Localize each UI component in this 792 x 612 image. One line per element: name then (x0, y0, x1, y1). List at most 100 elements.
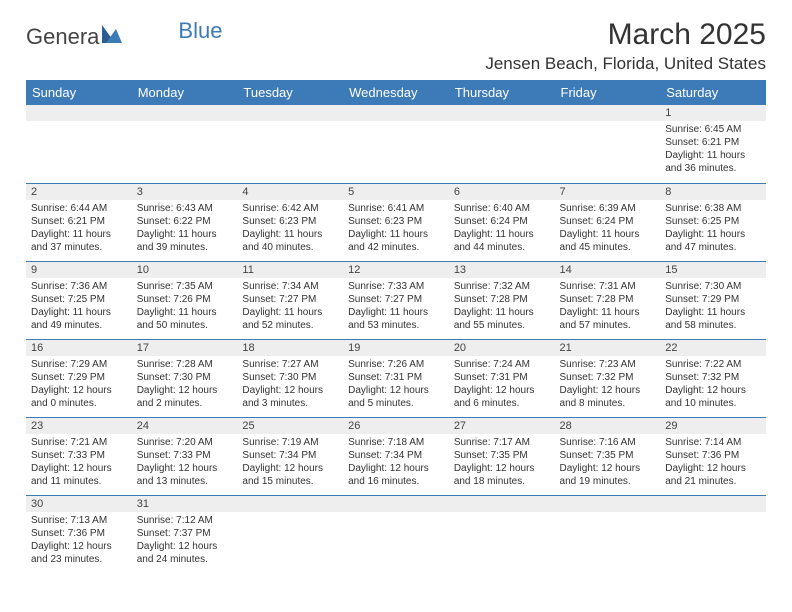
calendar-day-cell (555, 105, 661, 183)
daylight-text: Daylight: 12 hours and 5 minutes. (348, 384, 444, 410)
calendar-week-row: 16Sunrise: 7:29 AMSunset: 7:29 PMDayligh… (26, 339, 766, 417)
day-number: 26 (343, 418, 449, 434)
sunset-text: Sunset: 7:30 PM (242, 371, 338, 384)
calendar-week-row: 9Sunrise: 7:36 AMSunset: 7:25 PMDaylight… (26, 261, 766, 339)
weekday-header: Sunday (26, 80, 132, 105)
sunset-text: Sunset: 7:33 PM (31, 449, 127, 462)
page-header: GeneraBlue March 2025 Jensen Beach, Flor… (26, 18, 766, 74)
day-details: Sunrise: 7:31 AMSunset: 7:28 PMDaylight:… (555, 278, 661, 336)
sunrise-text: Sunrise: 7:24 AM (454, 358, 550, 371)
calendar-day-cell (26, 105, 132, 183)
calendar-day-cell (237, 495, 343, 573)
daylight-text: Daylight: 11 hours and 44 minutes. (454, 228, 550, 254)
calendar-day-cell: 28Sunrise: 7:16 AMSunset: 7:35 PMDayligh… (555, 417, 661, 495)
logo-sail-icon (101, 24, 123, 50)
calendar-day-cell (132, 105, 238, 183)
calendar-week-row: 2Sunrise: 6:44 AMSunset: 6:21 PMDaylight… (26, 183, 766, 261)
day-details: Sunrise: 6:39 AMSunset: 6:24 PMDaylight:… (555, 200, 661, 258)
day-number: 12 (343, 262, 449, 278)
day-details: Sunrise: 6:38 AMSunset: 6:25 PMDaylight:… (660, 200, 766, 258)
calendar-week-row: 1Sunrise: 6:45 AMSunset: 6:21 PMDaylight… (26, 105, 766, 183)
day-details: Sunrise: 7:32 AMSunset: 7:28 PMDaylight:… (449, 278, 555, 336)
calendar-day-cell: 18 Sunrise: 7:27 AMSunset: 7:30 PMDayligh… (237, 339, 343, 417)
calendar-day-cell (555, 495, 661, 573)
day-details: Sunrise: 6:43 AMSunset: 6:22 PMDaylight:… (132, 200, 238, 258)
location: Jensen Beach, Florida, United States (485, 54, 766, 74)
sunrise-text: Sunrise: 6:41 AM (348, 202, 444, 215)
sunset-text: Sunset: 7:26 PM (137, 293, 233, 306)
calendar-day-cell: 22Sunrise: 7:22 AMSunset: 7:32 PMDayligh… (660, 339, 766, 417)
sunset-text: Sunset: 7:33 PM (137, 449, 233, 462)
sunrise-text: Sunrise: 7:30 AM (665, 280, 761, 293)
day-number: 24 (132, 418, 238, 434)
sunset-text: Sunset: 7:36 PM (31, 527, 127, 540)
daylight-text: Daylight: 12 hours and 11 minutes. (31, 462, 127, 488)
daylight-text: Daylight: 12 hours and 16 minutes. (348, 462, 444, 488)
daylight-text: Daylight: 12 hours and 3 minutes. (242, 384, 338, 410)
day-details: Sunrise: 7:20 AMSunset: 7:33 PMDaylight:… (132, 434, 238, 492)
calendar-day-cell: 16Sunrise: 7:29 AMSunset: 7:29 PMDayligh… (26, 339, 132, 417)
calendar-day-cell: 27Sunrise: 7:17 AMSunset: 7:35 PMDayligh… (449, 417, 555, 495)
weekday-header: Saturday (660, 80, 766, 105)
day-number: 29 (660, 418, 766, 434)
daylight-text: Daylight: 11 hours and 50 minutes. (137, 306, 233, 332)
day-details: Sunrise: 7:26 AMSunset: 7:31 PMDaylight:… (343, 356, 449, 414)
sunrise-text: Sunrise: 7:33 AM (348, 280, 444, 293)
calendar-week-row: 23Sunrise: 7:21 AMSunset: 7:33 PMDayligh… (26, 417, 766, 495)
calendar-day-cell: 1Sunrise: 6:45 AMSunset: 6:21 PMDaylight… (660, 105, 766, 183)
sunrise-text: Sunrise: 7:27 AM (242, 358, 338, 371)
day-number: 6 (449, 184, 555, 200)
sunrise-text: Sunrise: 7:16 AM (560, 436, 656, 449)
sunrise-text: Sunrise: 6:44 AM (31, 202, 127, 215)
calendar-day-cell: 20Sunrise: 7:24 AMSunset: 7:31 PMDayligh… (449, 339, 555, 417)
sunrise-text: Sunrise: 7:36 AM (31, 280, 127, 293)
daylight-text: Daylight: 12 hours and 6 minutes. (454, 384, 550, 410)
sunset-text: Sunset: 6:25 PM (665, 215, 761, 228)
calendar-day-cell: 30Sunrise: 7:13 AMSunset: 7:36 PMDayligh… (26, 495, 132, 573)
day-number: 5 (343, 184, 449, 200)
daylight-text: Daylight: 11 hours and 49 minutes. (31, 306, 127, 332)
day-number: 15 (660, 262, 766, 278)
day-number (237, 105, 343, 121)
day-details: Sunrise: 7:24 AMSunset: 7:31 PMDaylight:… (449, 356, 555, 414)
calendar-page: GeneraBlue March 2025 Jensen Beach, Flor… (0, 0, 792, 591)
day-number: 18 (237, 340, 343, 356)
sunrise-text: Sunrise: 7:26 AM (348, 358, 444, 371)
sunrise-text: Sunrise: 7:20 AM (137, 436, 233, 449)
sunrise-text: Sunrise: 7:23 AM (560, 358, 656, 371)
day-details: Sunrise: 7:13 AMSunset: 7:36 PMDaylight:… (26, 512, 132, 570)
sunset-text: Sunset: 7:28 PM (454, 293, 550, 306)
day-details: Sunrise: 7:21 AMSunset: 7:33 PMDaylight:… (26, 434, 132, 492)
daylight-text: Daylight: 12 hours and 18 minutes. (454, 462, 550, 488)
calendar-day-cell: 4Sunrise: 6:42 AMSunset: 6:23 PMDaylight… (237, 183, 343, 261)
day-number: 25 (237, 418, 343, 434)
day-number: 23 (26, 418, 132, 434)
calendar-day-cell: 15Sunrise: 7:30 AMSunset: 7:29 PMDayligh… (660, 261, 766, 339)
daylight-text: Daylight: 11 hours and 45 minutes. (560, 228, 656, 254)
sunrise-text: Sunrise: 7:19 AM (242, 436, 338, 449)
daylight-text: Daylight: 11 hours and 42 minutes. (348, 228, 444, 254)
sunrise-text: Sunrise: 6:45 AM (665, 123, 761, 136)
sunrise-text: Sunrise: 6:42 AM (242, 202, 338, 215)
day-number: 4 (237, 184, 343, 200)
calendar-day-cell: 26Sunrise: 7:18 AMSunset: 7:34 PMDayligh… (343, 417, 449, 495)
day-number: 22 (660, 340, 766, 356)
daylight-text: Daylight: 11 hours and 47 minutes. (665, 228, 761, 254)
sunset-text: Sunset: 7:34 PM (242, 449, 338, 462)
weekday-header: Tuesday (237, 80, 343, 105)
weekday-header: Thursday (449, 80, 555, 105)
sunrise-text: Sunrise: 7:29 AM (31, 358, 127, 371)
day-details: Sunrise: 6:42 AMSunset: 6:23 PMDaylight:… (237, 200, 343, 258)
calendar-day-cell: 3Sunrise: 6:43 AMSunset: 6:22 PMDaylight… (132, 183, 238, 261)
calendar-day-cell: 5Sunrise: 6:41 AMSunset: 6:23 PMDaylight… (343, 183, 449, 261)
sunrise-text: Sunrise: 7:17 AM (454, 436, 550, 449)
daylight-text: Daylight: 11 hours and 57 minutes. (560, 306, 656, 332)
sunrise-text: Sunrise: 7:28 AM (137, 358, 233, 371)
sunrise-text: Sunrise: 7:21 AM (31, 436, 127, 449)
day-details: Sunrise: 7:36 AMSunset: 7:25 PMDaylight:… (26, 278, 132, 336)
sunset-text: Sunset: 7:27 PM (348, 293, 444, 306)
logo-text-1: Genera (26, 24, 99, 50)
day-details: Sunrise: 7:29 AMSunset: 7:29 PMDaylight:… (26, 356, 132, 414)
daylight-text: Daylight: 12 hours and 10 minutes. (665, 384, 761, 410)
sunrise-text: Sunrise: 6:43 AM (137, 202, 233, 215)
